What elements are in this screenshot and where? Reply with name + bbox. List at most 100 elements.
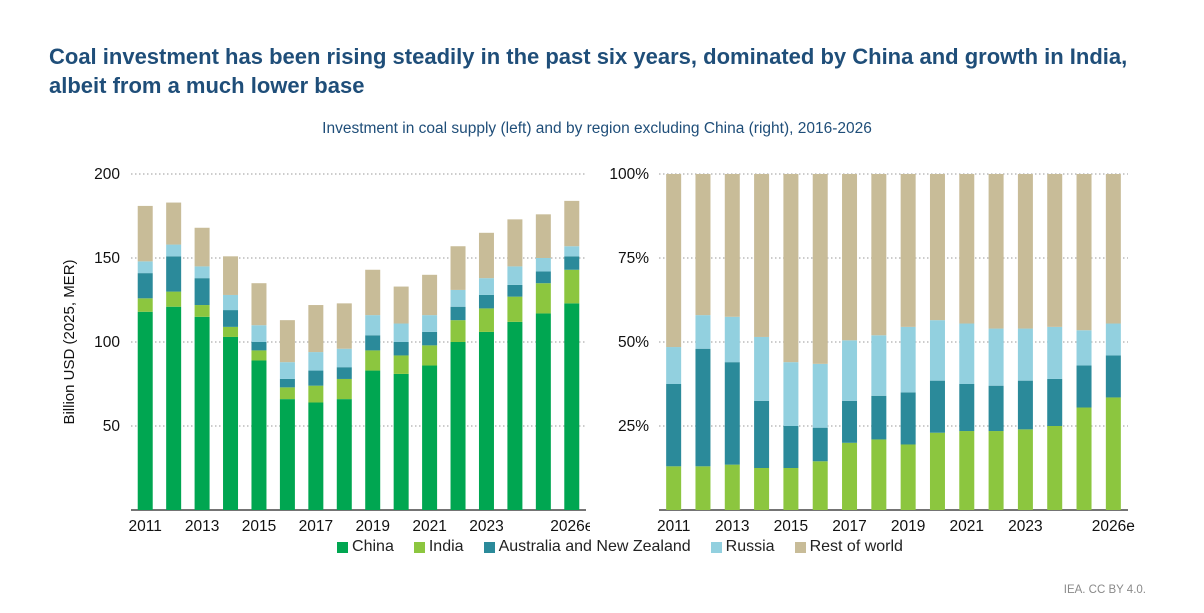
legend-label-australia-nz: Australia and New Zealand	[498, 538, 691, 555]
bar-segment-australia-and-new-zealand-2013	[724, 362, 740, 465]
bar-segment-india-2013	[724, 464, 740, 510]
legend-item-australia-nz: Australia and New Zealand	[483, 538, 691, 556]
bar-segment-rest-of-world-2013	[724, 174, 740, 317]
x-tick-label: 2013	[715, 518, 749, 535]
bar-segment-russia-2013	[724, 316, 740, 363]
bar-segment-rest-of-world-2017	[308, 305, 324, 353]
bar-segment-india-2017	[308, 385, 324, 403]
bar-segment-russia-2015	[251, 325, 267, 342]
bar-segment-australia-and-new-zealand-2025	[1076, 365, 1092, 408]
x-tick-label: 2011	[657, 518, 690, 535]
legend-label-russia: Russia	[725, 538, 775, 555]
bar-segment-china-2020	[393, 373, 409, 510]
right-chart-share-by-region: 25% 50% 75% 100% 2011 2013 2015 2017 2019 2021 202…	[609, 166, 1135, 535]
x-tick-label: 2026e	[550, 518, 590, 535]
bar-segment-australia-and-new-zealand-2018	[336, 367, 352, 379]
bar-segment-india-2021	[422, 345, 438, 366]
bar-segment-rest-of-world-2012	[166, 202, 182, 245]
bar-segment-rest-of-world-2024	[507, 219, 523, 267]
y-tick-label: 100%	[609, 166, 649, 183]
bar-segment-russia-2021	[959, 323, 975, 384]
bar-segment-china-2015	[251, 360, 267, 510]
bar-segment-india-2020	[393, 355, 409, 374]
bar-segment-australia-and-new-zealand-2015	[251, 342, 267, 351]
source-note: IEA. CC BY 4.0.	[1063, 584, 1146, 596]
bar-segment-australia-and-new-zealand-2012	[166, 256, 182, 292]
bar-segment-rest-of-world-2016	[812, 174, 828, 364]
bar-segment-china-2018	[336, 399, 352, 510]
bar-segment-india-2022	[988, 431, 1004, 510]
bar-segment-china-2021	[422, 365, 438, 510]
bar-segment-australia-and-new-zealand-2019	[900, 392, 916, 445]
bar-segment-russia-2017	[842, 340, 858, 401]
bar-segment-india-2022	[450, 320, 466, 342]
bar-segment-russia-2026e	[564, 246, 580, 257]
bar-segment-russia-2012	[695, 315, 711, 349]
bar-segment-india-2012	[695, 466, 711, 510]
legend-label-china: China	[352, 538, 394, 555]
bar-segment-australia-and-new-zealand-2017	[308, 370, 324, 386]
bar-segment-australia-and-new-zealand-2011	[137, 273, 153, 299]
bar-segment-russia-2016	[279, 362, 295, 379]
bar-segment-india-2023	[478, 308, 494, 332]
bar-segment-china-2026e	[564, 303, 580, 510]
bar-segment-rest-of-world-2023	[478, 232, 494, 279]
bar-segment-india-2025	[535, 283, 551, 314]
bar-segment-russia-2020	[393, 323, 409, 342]
legend-label-india: India	[428, 538, 464, 555]
bar-segment-china-2016	[279, 399, 295, 510]
bar-segment-china-2024	[507, 321, 523, 510]
bar-segment-china-2014	[223, 336, 239, 510]
bar-segment-india-2017	[842, 442, 858, 510]
bar-segment-india-2014	[754, 468, 770, 510]
bar-segment-australia-and-new-zealand-2023	[478, 294, 494, 309]
y-tick-label: 75%	[618, 250, 649, 267]
bar-segment-rest-of-world-2014	[754, 174, 770, 337]
bar-segment-rest-of-world-2016	[279, 320, 295, 363]
bar-segment-australia-and-new-zealand-2026e	[1105, 355, 1121, 398]
bar-segment-australia-and-new-zealand-2014	[754, 400, 770, 468]
bar-segment-rest-of-world-2015	[251, 283, 267, 326]
bar-segment-rest-of-world-2018	[336, 303, 352, 349]
bar-segment-russia-2013	[194, 266, 210, 279]
legend-item-india: India	[413, 538, 464, 556]
bar-segment-china-2011	[137, 311, 153, 510]
bar-segment-rest-of-world-2015	[783, 174, 799, 363]
bar-segment-india-2014	[223, 326, 239, 337]
bar-segment-russia-2011	[137, 261, 153, 274]
bar-segment-india-2024	[1047, 426, 1063, 510]
bar-segment-india-2016	[812, 461, 828, 510]
y-tick-label: 50	[103, 418, 121, 435]
y-tick-label: 200	[94, 166, 120, 183]
bar-segment-russia-2026e	[1105, 323, 1121, 356]
bar-segment-australia-and-new-zealand-2021	[959, 384, 975, 432]
bar-segment-australia-and-new-zealand-2015	[783, 426, 799, 468]
bar-segment-russia-2025	[1076, 330, 1092, 366]
x-tick-label: 2015	[242, 518, 276, 535]
bar-segment-russia-2023	[1017, 328, 1033, 381]
bar-segment-rest-of-world-2013	[194, 227, 210, 267]
bar-segment-india-2024	[507, 296, 523, 322]
bar-segment-china-2012	[166, 306, 182, 510]
x-tick-label: 2021	[412, 518, 446, 535]
bar-segment-russia-2018	[871, 335, 887, 396]
bar-segment-china-2017	[308, 402, 324, 510]
bar-segment-rest-of-world-2018	[871, 174, 887, 336]
bar-segment-russia-2024	[507, 266, 523, 285]
bar-segment-rest-of-world-2020	[393, 286, 409, 324]
bar-segment-rest-of-world-2025	[1076, 174, 1092, 331]
legend-swatch-australia-nz	[483, 541, 495, 553]
chart-subtitle: Investment in coal supply (left) and by …	[322, 120, 872, 137]
x-tick-label: 2023	[469, 518, 503, 535]
bar-segment-india-2020	[929, 432, 945, 510]
page-title: Coal investment has been rising steadily…	[49, 44, 1128, 98]
x-tick-label: 2021	[950, 518, 984, 535]
x-tick-label: 2017	[832, 518, 866, 535]
legend: China India Australia and New Zealand Ru…	[0, 538, 1204, 556]
bar-segment-rest-of-world-2019	[900, 174, 916, 327]
bar-segment-russia-2021	[422, 315, 438, 332]
bar-segment-india-2012	[166, 291, 182, 307]
bar-segment-india-2011	[137, 298, 153, 312]
bar-segment-australia-and-new-zealand-2017	[842, 400, 858, 443]
legend-swatch-china	[337, 541, 349, 553]
